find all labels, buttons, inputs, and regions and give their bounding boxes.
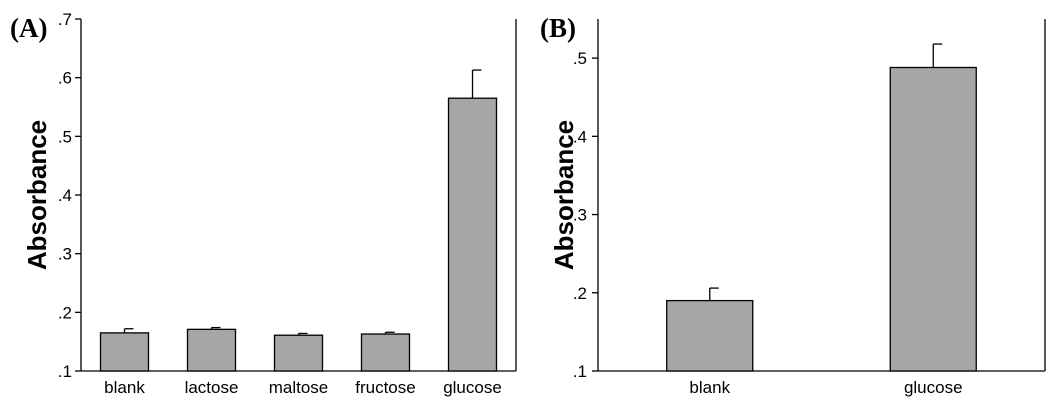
- y-tick-label: .6: [58, 69, 72, 88]
- y-tick-label: .7: [58, 10, 72, 29]
- y-tick-label: .4: [58, 186, 72, 205]
- x-tick-label-maltose: maltose: [269, 378, 329, 397]
- bar-maltose: [273, 334, 324, 372]
- y-tick-label: .5: [573, 49, 587, 68]
- bar-fructose: [360, 333, 411, 372]
- y-tick-label: .3: [58, 245, 72, 264]
- x-tick-label-glucose: glucose: [443, 378, 502, 397]
- y-tick-label: .4: [573, 127, 587, 146]
- panel-label: (B): [540, 13, 576, 43]
- y-tick-label: .3: [573, 206, 587, 225]
- bar-blank: [666, 299, 754, 372]
- y-tick-label: .5: [58, 127, 72, 146]
- bar-blank: [99, 332, 150, 372]
- y-tick-label: .1: [58, 362, 72, 381]
- x-tick-label-blank: blank: [104, 378, 145, 397]
- bar-glucose: [447, 97, 498, 372]
- x-tick-label-blank: blank: [689, 378, 730, 397]
- y-axis-title: Absorbance: [22, 120, 52, 270]
- chart-panel-0: .1 .2 .3 .4 .5 .6 .7 blank lactose maltose fructos…: [10, 10, 517, 397]
- bar-glucose: [889, 66, 977, 372]
- panel-label: (A): [10, 13, 47, 43]
- y-axis-title: Absorbance: [549, 120, 579, 270]
- y-tick-label: .1: [573, 362, 587, 381]
- chart-panel-1: .1 .2 .3 .4 .5 blank glucose Absorbance (B): [540, 13, 1046, 397]
- x-tick-label-glucose: glucose: [904, 378, 963, 397]
- y-tick-label: .2: [573, 284, 587, 303]
- x-tick-label-fructose: fructose: [355, 378, 415, 397]
- y-tick-label: .2: [58, 303, 72, 322]
- x-tick-label-lactose: lactose: [185, 378, 239, 397]
- bar-lactose: [186, 328, 237, 372]
